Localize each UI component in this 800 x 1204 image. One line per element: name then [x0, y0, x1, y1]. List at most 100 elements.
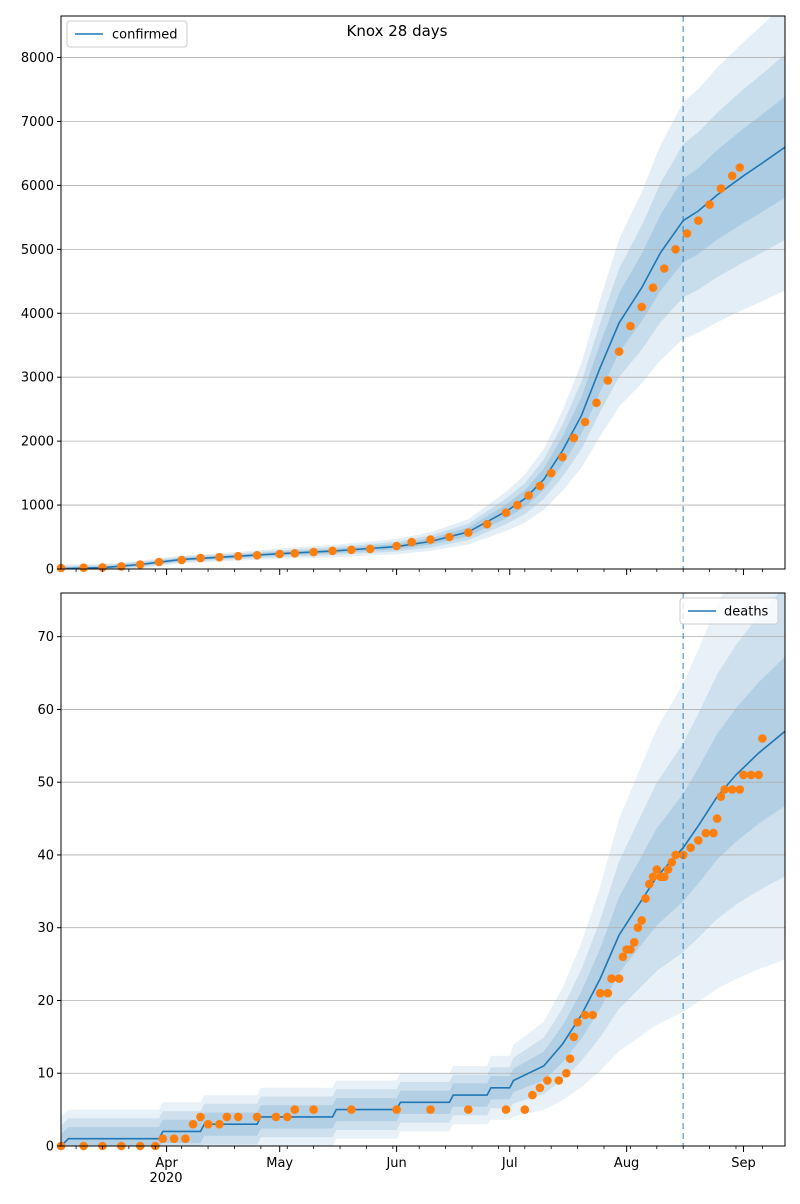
legend-confirmed: confirmed — [66, 20, 188, 48]
uncertainty-band-1 — [61, 16, 785, 569]
y-axis-confirmed: 0 1000 2000 3000 4000 5000 6000 7000 8000 — [21, 51, 61, 578]
observed-point — [671, 245, 680, 254]
x-axis-deaths: Apr May Jun Jul Aug Sep — [75, 1146, 763, 1171]
observed-point — [177, 555, 186, 565]
observed-point — [652, 865, 662, 874]
observed-point — [407, 537, 417, 547]
plot-area-confirmed — [61, 16, 785, 569]
observed-point — [546, 468, 556, 478]
observed-point — [562, 1068, 571, 1078]
y-tick-label: 40 — [37, 848, 54, 863]
observed-point — [79, 563, 88, 572]
y-tick-label: 3000 — [21, 371, 54, 386]
observed-point — [554, 1076, 564, 1085]
grid-confirmed — [61, 57, 785, 570]
observed-point — [464, 1105, 473, 1114]
chart-title: Knox 28 days — [347, 22, 448, 40]
observed-point — [580, 417, 590, 427]
observed-point — [196, 553, 205, 563]
observed-point — [667, 857, 677, 867]
observed-point — [283, 1112, 292, 1122]
x-axis-confirmed — [75, 569, 763, 575]
y-tick-label: 6000 — [21, 179, 54, 194]
observed-point — [535, 1083, 545, 1093]
y-tick-label: 60 — [37, 703, 54, 718]
y-tick-label: 0 — [46, 1140, 54, 1155]
y-tick-label: 0 — [46, 563, 54, 578]
observed-point — [392, 1105, 401, 1114]
observed-point — [309, 1105, 318, 1114]
observed-point — [365, 544, 375, 554]
observed-point — [569, 433, 579, 443]
observed-point — [181, 1134, 190, 1143]
x-year-label: 2020 — [149, 1171, 182, 1186]
panel-confirmed: 0 1000 2000 3000 4000 5000 6000 7000 8000 confir… — [21, 15, 786, 578]
observed-point — [222, 1112, 232, 1122]
observed-point — [558, 452, 567, 462]
observed-point — [709, 828, 718, 838]
y-tick-label: 20 — [37, 994, 54, 1009]
observed-point — [573, 1018, 582, 1027]
y-tick-label: 10 — [37, 1067, 54, 1082]
observed-point — [648, 283, 658, 293]
observed-point — [663, 865, 673, 874]
observed-point — [735, 163, 745, 172]
panel-deaths: 0 10 20 30 40 50 60 70 Apr May Jun Jul Aug Sep death… — [37, 592, 786, 1186]
observed-point — [603, 376, 613, 385]
observed-point — [252, 551, 262, 560]
observed-point — [637, 916, 646, 925]
y-tick-label: 4000 — [21, 307, 54, 322]
observed-point — [520, 1105, 530, 1114]
uncertainty-band-1 — [61, 593, 785, 1146]
observed-point — [154, 557, 164, 567]
observed-point — [671, 850, 680, 860]
observed-point — [188, 1119, 198, 1129]
observed-point — [309, 547, 318, 557]
observed-point — [727, 171, 737, 181]
observed-point — [588, 1010, 597, 1020]
x-tick-label: Aug — [614, 1156, 639, 1171]
observed-point — [347, 1105, 356, 1114]
observed-point — [158, 1134, 168, 1143]
observed-point — [686, 843, 695, 852]
y-tick-label: 30 — [37, 921, 54, 936]
observed-point — [614, 974, 624, 983]
observed-point — [565, 1054, 575, 1063]
observed-point — [135, 560, 145, 569]
observed-point — [528, 1090, 537, 1100]
y-tick-label: 70 — [37, 630, 54, 645]
observed-point — [98, 563, 107, 572]
observed-point — [626, 945, 635, 954]
observed-point — [543, 1076, 552, 1085]
observed-point — [716, 792, 726, 801]
observed-point — [641, 894, 650, 903]
observed-point — [233, 1112, 243, 1122]
observed-point — [513, 500, 522, 510]
observed-point — [233, 551, 243, 561]
y-tick-label: 8000 — [21, 51, 54, 66]
legend-deaths: deaths — [679, 597, 779, 625]
observed-point — [682, 229, 692, 238]
observed-point — [637, 302, 646, 312]
observed-point — [614, 347, 624, 356]
observed-point — [535, 481, 545, 491]
observed-point — [660, 264, 669, 273]
observed-point — [215, 1119, 224, 1129]
observed-point — [746, 770, 756, 780]
observed-point — [290, 549, 300, 558]
observed-point — [464, 528, 473, 537]
observed-point — [592, 398, 601, 408]
observed-point — [739, 770, 748, 780]
observed-point — [569, 1032, 579, 1042]
observed-point — [203, 1119, 213, 1129]
y-tick-label: 1000 — [21, 499, 54, 514]
uncertainty-band-2 — [61, 593, 785, 1146]
observed-point — [580, 1010, 590, 1020]
observed-point — [392, 541, 401, 551]
observed-point — [524, 491, 533, 500]
observed-point — [271, 1112, 281, 1122]
observed-point — [705, 200, 714, 209]
y-tick-label: 2000 — [21, 435, 54, 450]
uncertainty-bands-confirmed — [61, 16, 785, 569]
observed-point — [290, 1105, 300, 1114]
